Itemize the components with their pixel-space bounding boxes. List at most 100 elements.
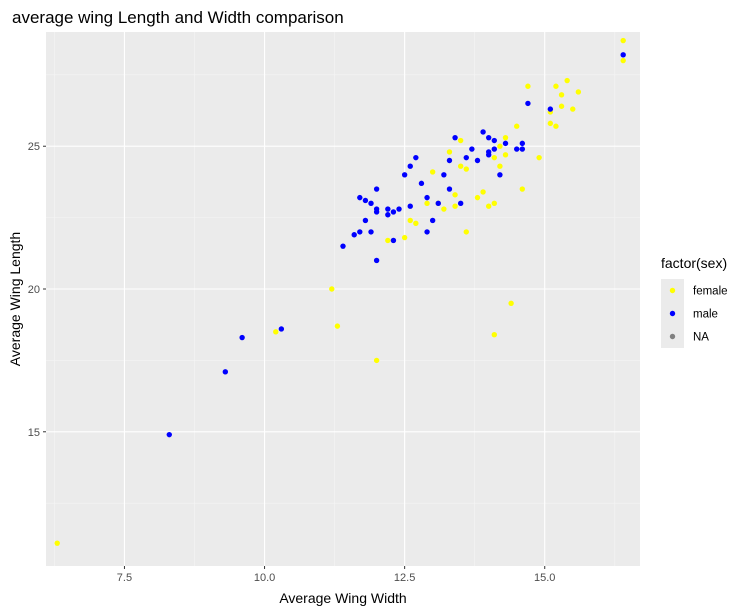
x-tick-label: 7.5 xyxy=(117,572,132,584)
male-data-point xyxy=(519,146,526,152)
y-tick-label: 20 xyxy=(28,284,40,296)
legend-key-female xyxy=(669,287,676,294)
female-data-point xyxy=(497,163,503,169)
female-data-point xyxy=(457,137,464,144)
male-data-point xyxy=(474,157,481,164)
male-data-point xyxy=(373,186,380,192)
male-data-point xyxy=(435,200,441,207)
male-data-point xyxy=(278,326,285,332)
male-data-point xyxy=(357,229,363,235)
female-data-point xyxy=(491,154,498,161)
female-data-point xyxy=(452,203,458,209)
male-data-point xyxy=(469,146,475,152)
y-axis-title: Average Wing Length xyxy=(7,232,23,366)
data-points xyxy=(54,37,626,546)
male-data-point xyxy=(340,243,346,249)
male-data-point xyxy=(351,232,357,238)
male-data-point xyxy=(357,194,363,201)
female-data-point xyxy=(413,220,419,227)
major-gridlines xyxy=(46,32,640,566)
male-data-point xyxy=(446,157,453,164)
female-data-point xyxy=(457,163,464,169)
female-data-point xyxy=(429,169,436,175)
male-data-point xyxy=(620,52,626,58)
male-data-point xyxy=(362,197,369,204)
female-data-point xyxy=(334,323,341,329)
female-data-point xyxy=(553,123,559,129)
male-data-point xyxy=(222,369,229,375)
male-data-point xyxy=(368,229,374,235)
female-data-point xyxy=(497,143,503,149)
female-data-point xyxy=(329,286,335,292)
plot-panel xyxy=(46,32,640,566)
minor-gridlines xyxy=(46,32,640,566)
male-data-point xyxy=(519,140,526,147)
female-data-point xyxy=(620,37,626,44)
female-data-point xyxy=(441,206,447,212)
male-data-point xyxy=(424,194,430,201)
y-axis: 15 20 25 xyxy=(28,141,46,439)
female-data-point xyxy=(508,300,514,306)
female-data-point xyxy=(553,83,559,89)
female-data-point xyxy=(373,357,380,364)
female-data-point xyxy=(385,237,391,244)
male-data-point xyxy=(441,172,447,178)
legend-key-male xyxy=(669,310,676,317)
female-data-point xyxy=(570,106,576,112)
male-data-point xyxy=(491,146,498,152)
male-data-point xyxy=(497,172,503,178)
male-data-point xyxy=(480,129,486,135)
male-data-point xyxy=(390,209,397,215)
female-data-point xyxy=(424,200,430,207)
female-data-point xyxy=(525,83,531,89)
male-data-point xyxy=(385,212,391,218)
male-data-point xyxy=(485,152,492,158)
male-data-point xyxy=(452,134,458,141)
male-data-point xyxy=(485,134,492,141)
legend-title: factor(sex) xyxy=(661,255,727,271)
legend-keys: female male NA xyxy=(661,279,728,348)
male-data-point xyxy=(413,154,419,161)
female-data-point xyxy=(547,120,554,127)
male-data-point xyxy=(407,203,413,209)
female-data-point xyxy=(446,149,453,155)
y-tick-label: 25 xyxy=(28,141,40,153)
x-axis-title: Average Wing Width xyxy=(279,590,406,606)
x-tick-label: 12.5 xyxy=(394,572,415,584)
male-data-point xyxy=(401,172,408,178)
legend-key-na xyxy=(669,333,676,340)
male-data-point xyxy=(457,200,464,207)
female-data-point xyxy=(536,154,542,161)
female-data-point xyxy=(558,92,565,98)
male-data-point xyxy=(407,163,413,169)
chart-title: average wing Length and Width comparison xyxy=(12,8,344,27)
male-data-point xyxy=(390,237,397,244)
male-data-point xyxy=(166,431,172,438)
female-data-point xyxy=(485,203,492,209)
female-data-point xyxy=(452,192,458,198)
male-data-point xyxy=(368,200,374,207)
male-data-point xyxy=(239,334,245,341)
male-data-point xyxy=(446,186,453,192)
male-data-point xyxy=(547,106,554,112)
female-data-point xyxy=(407,217,413,224)
male-data-point xyxy=(362,217,369,224)
female-data-point xyxy=(519,186,526,192)
male-data-point xyxy=(373,257,380,264)
female-data-point xyxy=(273,329,279,335)
x-tick-label: 10.0 xyxy=(254,572,275,584)
female-data-point xyxy=(575,89,582,95)
male-data-point xyxy=(396,206,402,212)
female-data-point xyxy=(54,540,60,546)
male-data-point xyxy=(514,146,520,152)
female-data-point xyxy=(401,234,408,241)
male-data-point xyxy=(429,217,436,224)
male-data-point xyxy=(463,154,469,161)
male-data-point xyxy=(525,100,531,107)
x-tick-label: 15.0 xyxy=(534,572,555,584)
male-data-point xyxy=(502,140,509,147)
male-data-point xyxy=(424,229,430,235)
female-data-point xyxy=(491,200,498,207)
